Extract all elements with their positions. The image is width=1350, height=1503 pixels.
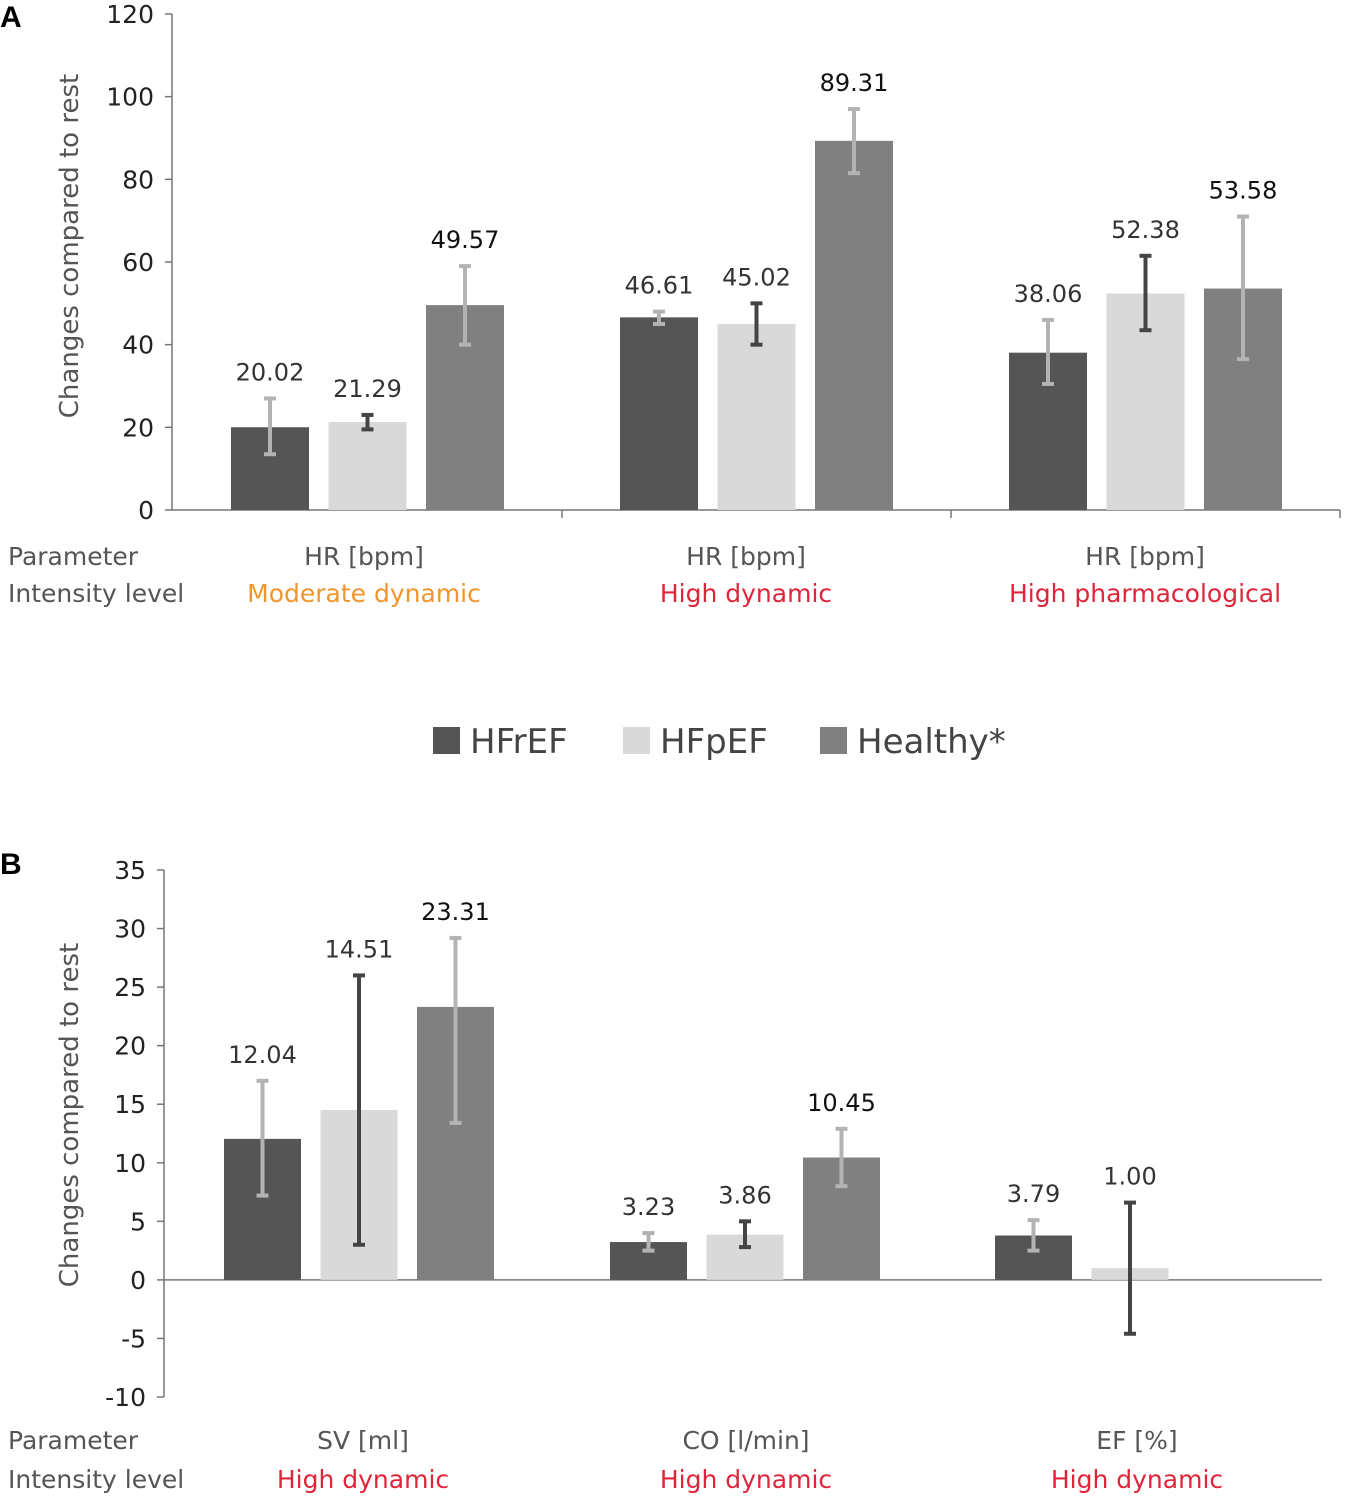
panel-a-y-tick-label: 100 [106,83,154,112]
panel-a-data-label-healthy: 53.58 [1209,177,1278,205]
panel-b-y-tick-label: 10 [114,1149,146,1178]
panel-b-y-tick-label: 20 [114,1032,146,1061]
panel-a-y-tick-label: 20 [122,413,154,442]
panel-b-parameter-2: CO [l/min] [682,1426,809,1455]
legend-swatch-healthy [820,727,847,754]
panel-b-y-tick-label: -10 [105,1383,146,1412]
panel-a-parameter-3: HR [bpm] [1085,542,1205,571]
panel-b-label: B [0,848,22,881]
panel-a-intensity-label: Intensity level [8,579,184,608]
panel-a-bar-healthy [815,140,893,511]
panel-a-parameter-label: Parameter [8,542,139,571]
panel-b-intensity-2: High dynamic [660,1465,832,1494]
panel-b-intensity-label: Intensity level [8,1465,184,1494]
panel-b-data-label-healthy: 23.31 [421,898,490,926]
panel-a-y-tick-label: 120 [106,0,154,29]
panel-b-data-label-hfpef: 1.00 [1103,1163,1156,1191]
panel-b-parameter-label: Parameter [8,1426,139,1455]
panel-a-data-label-hfpef: 21.29 [333,375,402,403]
panel-b-y-tick-label: 15 [114,1090,146,1119]
panel-b-data-label-healthy: 10.45 [807,1089,876,1117]
panel-b-y-tick-label: 0 [130,1266,146,1295]
panel-a-intensity-2: High dynamic [660,579,832,608]
legend-label-hfpef: HFpEF [660,722,768,762]
panel-b-data-label-hfpef: 14.51 [325,935,394,963]
panel-b-y-tick-label: 35 [114,856,146,885]
panel-a-y-tick-label: 80 [122,165,154,194]
panel-b-data-label-hfref: 3.79 [1007,1180,1060,1208]
panel-a-data-label-hfpef: 52.38 [1111,216,1180,244]
panel-b-data-label-hfpef: 3.86 [718,1181,771,1209]
panel-a-chart: 0 20 40 60 80 100 120 20.02 21.29 49.57 HR [bpm] Mo… [106,0,1341,608]
panel-b-y-tick-label: -5 [121,1324,146,1353]
legend: HFrEF HFpEF Healthy* [433,722,1006,762]
legend-swatch-hfref [433,727,460,754]
legend-label-hfref: HFrEF [470,722,568,762]
panel-a-bar-hfpef [717,323,796,510]
legend-swatch-hfpef [623,727,650,754]
panel-a-ylabel: Changes compared to rest [55,74,85,418]
panel-a-data-label-healthy: 89.31 [820,69,889,97]
panel-b-intensity-3: High dynamic [1051,1465,1223,1494]
panel-b-y-tick-label: 25 [114,973,146,1002]
panel-b-ylabel: Changes compared to rest [55,943,85,1287]
legend-label-healthy: Healthy* [857,722,1006,762]
panel-a-data-label-healthy: 49.57 [431,226,500,254]
panel-b-intensity-1: High dynamic [277,1465,449,1494]
panel-a-data-label-hfref: 46.61 [625,272,694,300]
panel-a-parameter-2: HR [bpm] [686,542,806,571]
panel-b-y-tick-label: 5 [130,1207,146,1236]
panel-a-y-tick-label: 40 [122,331,154,360]
panel-b-parameter-3: EF [%] [1096,1426,1177,1455]
panel-b-data-label-hfref: 12.04 [228,1041,297,1069]
panel-a-bar-hfref [620,317,698,510]
panel-a-y-tick-label: 0 [138,496,154,525]
panel-a-data-label-hfref: 38.06 [1014,280,1083,308]
panel-a-label: A [0,1,22,34]
panel-a-bar-hfpef [328,422,407,510]
panel-a-data-label-hfref: 20.02 [236,358,305,386]
panel-b-chart: -10 -5 0 5 10 15 20 25 30 35 12.04 14.51 23.31 SV [ml… [105,856,1322,1494]
panel-a-data-label-hfpef: 45.02 [722,263,791,291]
panel-b-parameter-1: SV [ml] [317,1426,409,1455]
panel-b-y-tick-label: 30 [114,915,146,944]
panel-b-data-label-hfref: 3.23 [622,1193,675,1221]
panel-a-y-tick-label: 60 [122,248,154,277]
panel-a-intensity-3: High pharmacological [1009,579,1281,608]
panel-a-parameter-1: HR [bpm] [304,542,424,571]
panel-a-intensity-1: Moderate dynamic [247,579,481,608]
